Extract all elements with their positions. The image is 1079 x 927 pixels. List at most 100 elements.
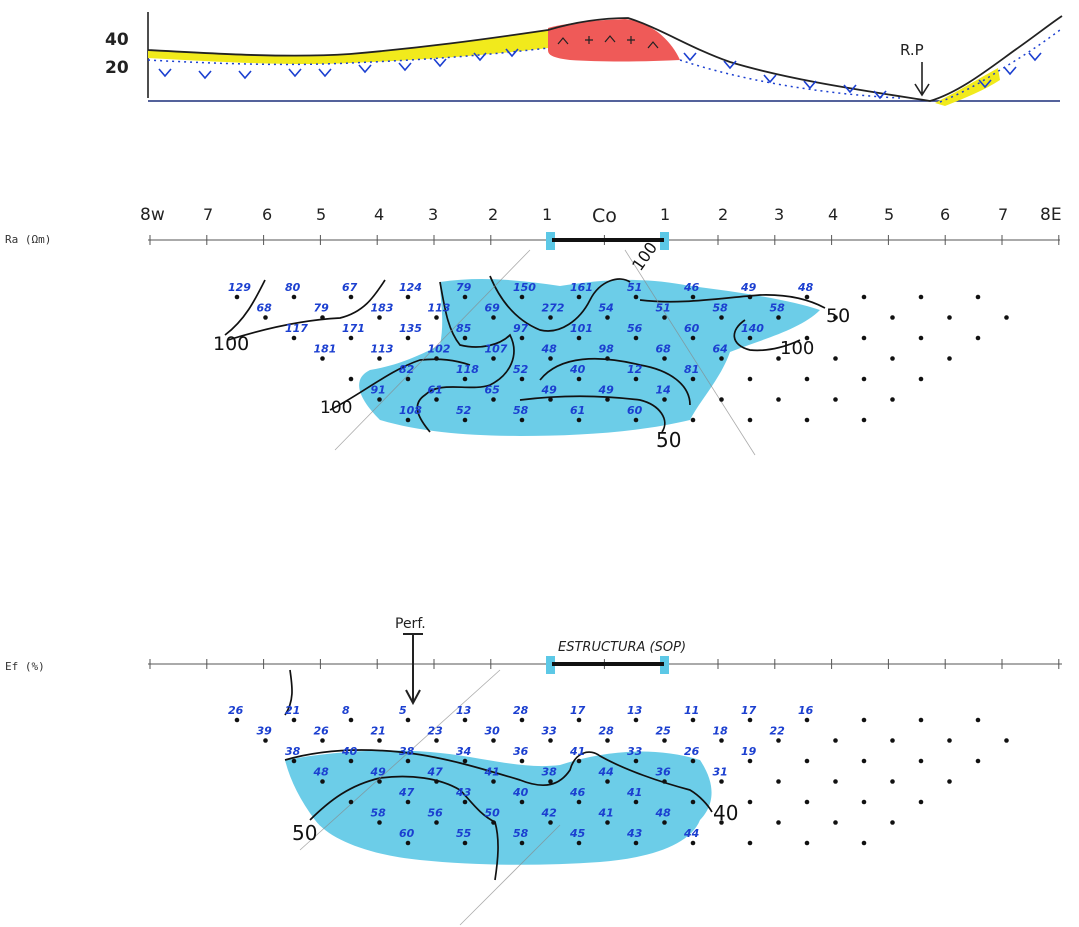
- measurement-point: [519, 417, 525, 423]
- measurement-point: [776, 738, 781, 743]
- measurement-point: [519, 294, 525, 300]
- measurement-point: [918, 799, 924, 805]
- measurement-point: [747, 294, 753, 300]
- measurement-point: [1004, 738, 1009, 743]
- measurement-point: [377, 397, 382, 402]
- volcanic-v-icon: [1028, 52, 1042, 62]
- ra-axis-label-5w: 5: [316, 205, 326, 224]
- measurement-point: [719, 738, 724, 743]
- ra-value: 171: [342, 322, 365, 335]
- measurement-point: [434, 397, 439, 402]
- measurement-point: [747, 717, 753, 723]
- measurement-point: [576, 758, 582, 764]
- ef-value: 21: [371, 725, 386, 738]
- ef-value: 41: [626, 786, 642, 799]
- measurement-point: [804, 376, 810, 382]
- ra-value: 52: [513, 363, 529, 376]
- surface-topography-line: [147, 15, 1063, 102]
- measurement-point: [804, 799, 810, 805]
- measurement-point: [662, 779, 667, 784]
- ra-value: 40: [569, 363, 586, 376]
- measurement-point: [833, 738, 838, 743]
- measurement-point: [348, 758, 354, 764]
- measurement-point: [747, 376, 753, 382]
- measurement-point: [491, 779, 496, 784]
- measurement-point: [890, 397, 895, 402]
- volcanic-symbols: [158, 48, 1042, 100]
- measurement-point: [462, 799, 468, 805]
- yellow-sediment-band: [148, 30, 548, 65]
- volcanic-v-icon: [723, 60, 737, 70]
- ef-high-chargeability-zone: [285, 750, 712, 865]
- measurement-point: [804, 717, 810, 723]
- ef-value: 5: [399, 704, 407, 717]
- ef-value: 36: [656, 766, 672, 779]
- measurement-point: [263, 738, 268, 743]
- measurement-point: [405, 417, 411, 423]
- measurement-point: [719, 779, 724, 784]
- measurement-point: [890, 738, 895, 743]
- measurement-point: [918, 376, 924, 382]
- ra-value: 135: [399, 322, 422, 335]
- measurement-point: [263, 315, 268, 320]
- measurement-point: [662, 820, 667, 825]
- measurement-point: [405, 294, 411, 300]
- ra-value: 140: [741, 322, 764, 335]
- ra-value: 150: [513, 281, 536, 294]
- ra-value: 98: [599, 343, 615, 356]
- measurement-point: [320, 315, 325, 320]
- ra-value: 58: [713, 302, 729, 315]
- measurement-point: [861, 335, 867, 341]
- measurement-point: [776, 315, 781, 320]
- measurement-point: [462, 376, 468, 382]
- ef-structure-marker-left: [546, 656, 555, 674]
- measurement-point: [234, 294, 240, 300]
- ra-axis-label-2w: 2: [488, 205, 498, 224]
- measurement-point: [434, 315, 439, 320]
- ra-contour-50-south: [519, 395, 666, 433]
- ra-axis-label-co: Co: [592, 205, 617, 227]
- measurement-point: [890, 820, 895, 825]
- ra-value: 12: [627, 363, 643, 376]
- ra-value: 124: [399, 281, 422, 294]
- ef-value: 43: [455, 786, 472, 799]
- measurement-point: [804, 294, 810, 300]
- measurement-point: [975, 717, 981, 723]
- ra-value: 79: [314, 302, 330, 315]
- ra-measurement-points: 129 80 67 124 79 150 161 51 46 49 48 68 79 183 113 69 27…: [228, 281, 1009, 423]
- measurement-point: [1004, 315, 1009, 320]
- measurement-point: [320, 356, 325, 361]
- measurement-point: [405, 840, 411, 846]
- volcanic-v-icon: [763, 74, 777, 84]
- measurement-point: [576, 799, 582, 805]
- ra-value: 118: [456, 363, 479, 376]
- ef-value: 41: [598, 807, 614, 820]
- ef-contour-top-hook: [284, 669, 293, 716]
- measurement-point: [776, 820, 781, 825]
- ef-value: 49: [370, 766, 387, 779]
- chargeability-section: Ef (%) ESTRUCTURA (SOP) Perf. 50 40 26 21…: [5, 616, 1062, 926]
- measurement-point: [377, 356, 382, 361]
- ra-value: 60: [684, 322, 700, 335]
- measurement-point: [804, 840, 810, 846]
- measurement-point: [491, 738, 496, 743]
- ra-contour-label-100-west: 100: [213, 333, 249, 355]
- measurement-point: [605, 820, 610, 825]
- measurement-point: [633, 717, 639, 723]
- measurement-point: [975, 758, 981, 764]
- rp-arrow-icon: [914, 62, 930, 97]
- measurement-point: [348, 717, 354, 723]
- ra-value: 272: [542, 302, 565, 315]
- measurement-point: [690, 294, 696, 300]
- ef-value: 18: [713, 725, 729, 738]
- volcanic-v-icon: [398, 62, 412, 72]
- measurement-point: [833, 779, 838, 784]
- resistivity-section: Ra (Ωm) 8w 7 6 5 4 3 2 1 Co 1 2 3 4 5 6 …: [5, 205, 1062, 456]
- measurement-point: [947, 315, 952, 320]
- volcanic-v-icon: [843, 84, 857, 94]
- measurement-point: [291, 717, 297, 723]
- ra-axis-label-6w: 6: [262, 205, 272, 224]
- measurement-point: [377, 738, 382, 743]
- measurement-point: [491, 820, 496, 825]
- ef-value: 8: [342, 704, 350, 717]
